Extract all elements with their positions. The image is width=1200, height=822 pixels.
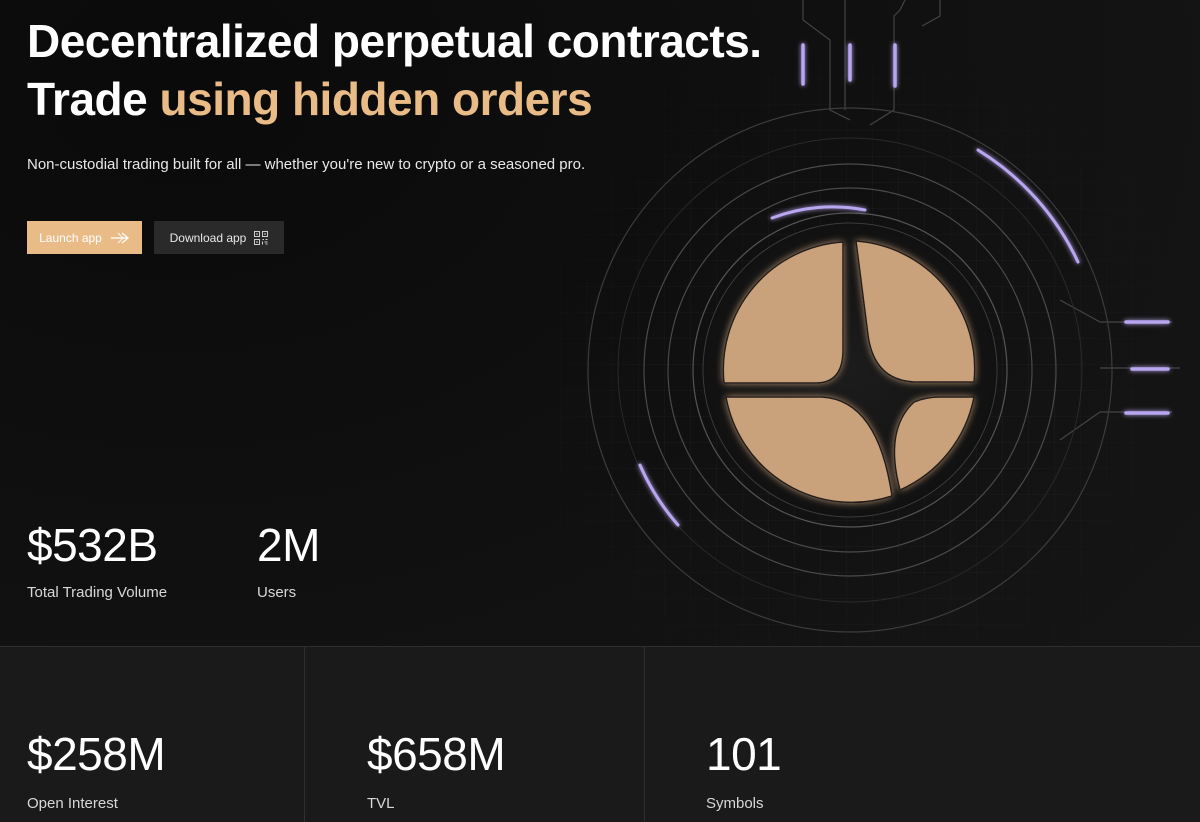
qr-code-icon (254, 230, 269, 245)
stats-band (0, 646, 1200, 822)
stat-value: $658M (367, 728, 506, 780)
stat-label: Symbols (706, 795, 764, 812)
stat-total-volume: $532B Total Trading Volume (27, 520, 167, 601)
stat-symbols: 101 Symbols (706, 728, 782, 812)
launch-app-button[interactable]: Launch app (27, 221, 142, 254)
column-divider (644, 647, 645, 822)
hero-subtitle: Non-custodial trading built for all — wh… (27, 156, 586, 173)
download-app-button[interactable]: Download app (154, 221, 284, 254)
launch-app-label: Launch app (39, 230, 102, 245)
headline-accent: using hidden orders (159, 73, 593, 125)
hero-illustration (587, 0, 1180, 633)
stat-value: 2M (257, 519, 320, 571)
download-app-label: Download app (169, 230, 247, 245)
stat-open-interest: $258M Open Interest (27, 728, 166, 812)
stat-label: Total Trading Volume (27, 584, 168, 601)
stat-label: Open Interest (27, 795, 118, 812)
stat-tvl: $658M TVL (367, 728, 506, 812)
column-divider (304, 647, 305, 822)
hero-headline: Decentralized perpetual contracts. Trade… (27, 12, 762, 128)
headline-line-1: Decentralized perpetual contracts. (27, 15, 762, 67)
stat-label: Users (257, 584, 297, 601)
stat-users: 2M Users (257, 520, 320, 601)
stat-value: $258M (27, 728, 166, 780)
arrow-right-icon (110, 232, 130, 244)
stat-label: TVL (367, 795, 395, 812)
headline-line-2-prefix: Trade (27, 73, 160, 125)
stat-value: $532B (27, 519, 158, 571)
stat-value: 101 (706, 728, 782, 780)
logo-emblem (722, 240, 976, 504)
